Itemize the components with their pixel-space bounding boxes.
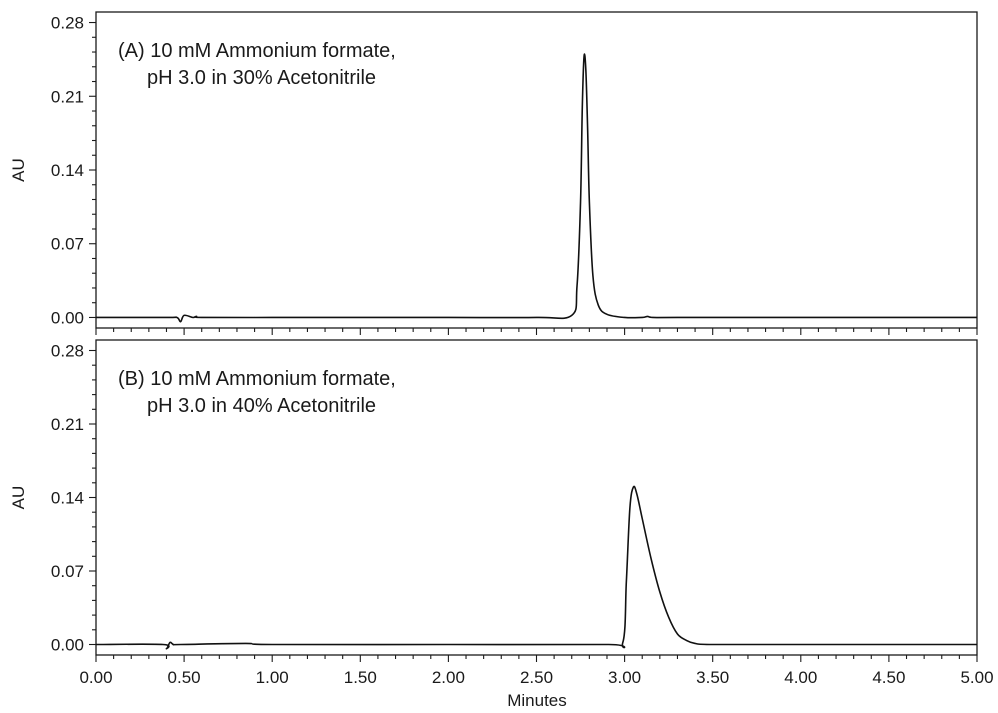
x-tick-label: 1.00: [256, 668, 289, 687]
y-tick-label: 0.28: [51, 14, 84, 33]
y-tick-label: 0.07: [51, 235, 84, 254]
panel-annotation-line: (B) 10 mM Ammonium formate,: [118, 368, 396, 390]
x-tick-label: 1.50: [344, 668, 377, 687]
x-tick-label: 3.50: [696, 668, 729, 687]
x-tick-label: 5.00: [960, 668, 993, 687]
y-axis-title: AU: [9, 486, 28, 510]
x-tick-label: 2.50: [520, 668, 553, 687]
y-tick-label: 0.07: [51, 562, 84, 581]
y-axis-title: AU: [9, 158, 28, 182]
y-tick-label: 0.14: [51, 161, 84, 180]
chromatogram-trace: [95, 485, 977, 650]
x-tick-label: 4.00: [784, 668, 817, 687]
y-tick-label: 0.14: [51, 489, 84, 508]
panel-b: 0.00 0.07 0.14 0.21 0.28 AU 0.00 0.50 1.00 1.50 2.…: [9, 339, 994, 687]
x-axis-title: Minutes: [507, 691, 567, 710]
y-tick-label: 0.21: [51, 87, 84, 106]
panel-annotation-line: (A) 10 mM Ammonium formate,: [118, 40, 396, 62]
x-tick-label: 0.00: [79, 668, 112, 687]
y-tick-label: 0.00: [51, 636, 84, 655]
x-tick-label: 2.00: [432, 668, 465, 687]
panel-annotation-line: pH 3.0 in 40% Acetonitrile: [147, 395, 376, 417]
chromatogram-trace: [96, 53, 977, 323]
y-tick-label: 0.21: [51, 415, 84, 434]
x-tick-label: 0.50: [168, 668, 201, 687]
panel-annotation-line: pH 3.0 in 30% Acetonitrile: [147, 67, 376, 89]
y-tick-label: 0.00: [51, 308, 84, 327]
panel-a: 0.00 0.07 0.14 0.21 0.28 AU (A) 10 mM Ammonium…: [9, 11, 978, 335]
x-tick-label: 3.00: [608, 668, 641, 687]
y-tick-label: 0.28: [51, 342, 84, 361]
x-tick-label: 4.50: [872, 668, 905, 687]
